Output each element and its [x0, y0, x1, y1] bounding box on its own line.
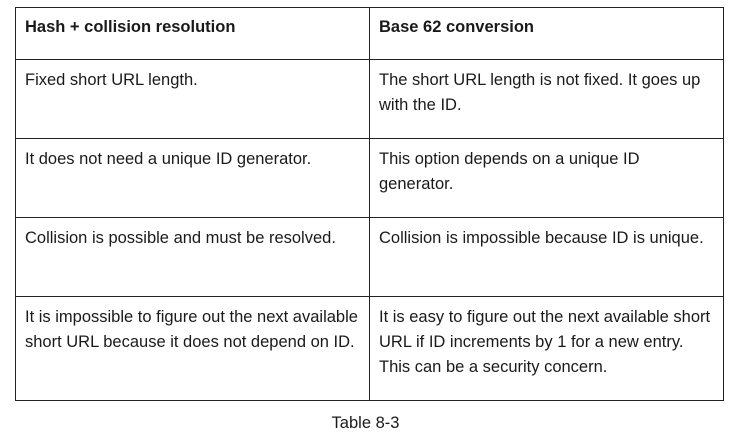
cell-base62-url-length: The short URL length is not fixed. It go…	[369, 59, 724, 139]
table-row: Fixed short URL length. The short URL le…	[15, 59, 724, 139]
table-header-row: Hash + collision resolution Base 62 conv…	[15, 7, 724, 60]
cell-base62-predictability: It is easy to figure out the next availa…	[369, 296, 724, 401]
cell-base62-collision: Collision is impossible because ID is un…	[369, 217, 724, 297]
cell-hash-predictability: It is impossible to figure out the next …	[15, 296, 370, 401]
header-base-62-conversion: Base 62 conversion	[369, 7, 724, 60]
header-hash-collision-resolution: Hash + collision resolution	[15, 7, 370, 60]
table-row: Collision is possible and must be resolv…	[15, 217, 724, 297]
cell-hash-url-length: Fixed short URL length.	[15, 59, 370, 139]
cell-hash-collision: Collision is possible and must be resolv…	[15, 217, 370, 297]
table-row: It is impossible to figure out the next …	[15, 296, 724, 401]
table-row: It does not need a unique ID generator. …	[15, 138, 724, 218]
comparison-table: Hash + collision resolution Base 62 conv…	[15, 7, 724, 401]
table-caption: Table 8-3	[331, 414, 400, 432]
cell-hash-id-generator: It does not need a unique ID generator.	[15, 138, 370, 218]
cell-base62-id-generator: This option depends on a unique ID gener…	[369, 138, 724, 218]
